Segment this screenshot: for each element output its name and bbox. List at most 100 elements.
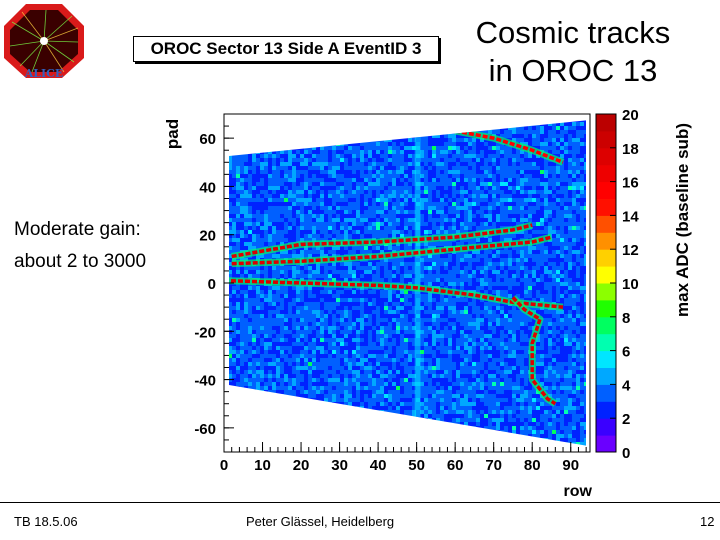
heatmap-cell: [324, 238, 328, 242]
heatmap-cell: [320, 270, 324, 274]
heatmap-cell: [428, 350, 432, 354]
heatmap-cell: [360, 206, 364, 210]
heatmap-cell: [364, 334, 368, 338]
heatmap-cell: [312, 186, 316, 190]
heatmap-cell: [336, 338, 340, 342]
heatmap-cell: [380, 338, 384, 342]
heatmap-cell: [432, 370, 436, 374]
heatmap-cell: [316, 378, 320, 382]
heatmap-cell: [452, 338, 456, 342]
heatmap-cell: [420, 258, 424, 262]
heatmap-cell: [292, 190, 296, 194]
heatmap-cell: [260, 330, 264, 334]
heatmap-cell: [372, 378, 376, 382]
heatmap-cell: [428, 146, 432, 150]
heatmap-cell: [452, 334, 456, 338]
heatmap-cell: [260, 206, 264, 210]
heatmap-cell: [229, 218, 232, 222]
heatmap-cell: [356, 318, 360, 322]
heatmap-cell: [288, 238, 292, 242]
heatmap-cell: [352, 362, 356, 366]
heatmap-cell: [388, 190, 392, 194]
heatmap-cell: [236, 350, 240, 354]
heatmap-cell: [304, 270, 308, 274]
heatmap-cell: [236, 342, 240, 346]
heatmap-cell: [232, 382, 236, 386]
heatmap-cell: [284, 154, 288, 158]
heatmap-cell: [248, 162, 252, 166]
heatmap-cell: [276, 158, 280, 162]
heatmap-cell: [452, 230, 456, 234]
heatmap-cell: [256, 162, 260, 166]
heatmap-cell: [332, 234, 336, 238]
heatmap-cell: [296, 178, 300, 182]
heatmap-cell: [340, 382, 344, 386]
heatmap-cell: [244, 198, 248, 202]
heatmap-cell: [352, 182, 356, 186]
heatmap-cell: [344, 342, 348, 346]
heatmap-cell: [428, 210, 432, 214]
heatmap-cell: [229, 310, 232, 314]
heatmap-cell: [380, 162, 384, 166]
heatmap-cell: [368, 222, 372, 226]
heatmap-cell: [280, 334, 284, 338]
heatmap-cell: [276, 206, 280, 210]
heatmap-cell: [396, 314, 400, 318]
heatmap-cell: [300, 394, 304, 398]
heatmap-cell: [396, 146, 400, 150]
heatmap-cell: [256, 154, 260, 158]
heatmap-cell: [248, 242, 252, 246]
heatmap-cell: [332, 266, 336, 270]
heatmap-cell: [332, 286, 336, 290]
heatmap-cell: [380, 294, 384, 298]
heatmap-cell: [332, 170, 336, 174]
heatmap-cell: [436, 342, 440, 346]
heatmap-cell: [372, 342, 376, 346]
heatmap-cell: [264, 162, 268, 166]
heatmap-cell: [320, 250, 324, 254]
heatmap-cell: [320, 326, 324, 330]
heatmap-cell: [248, 286, 252, 290]
heatmap-cell: [268, 230, 272, 234]
heatmap-cell: [280, 242, 284, 246]
heatmap-cell: [240, 370, 244, 374]
heatmap-cell: [320, 274, 324, 278]
heatmap-cell: [292, 202, 296, 206]
heatmap-cell: [384, 342, 388, 346]
heatmap-cell: [352, 246, 356, 250]
heatmap-cell: [420, 262, 424, 266]
heatmap-cell: [248, 270, 252, 274]
heatmap-cell: [356, 338, 360, 342]
heatmap-cell: [452, 146, 456, 150]
heatmap-cell: [424, 414, 428, 418]
heatmap-cell: [444, 414, 448, 418]
heatmap-cell: [452, 222, 456, 226]
heatmap-cell: [312, 346, 316, 350]
heatmap-cell: [372, 370, 376, 374]
heatmap-cell: [336, 206, 340, 210]
heatmap-cell: [392, 174, 396, 178]
heatmap-cell: [340, 274, 344, 278]
heatmap-cell: [284, 362, 288, 366]
heatmap-cell: [324, 230, 328, 234]
heatmap-cell: [332, 174, 336, 178]
heatmap-cell: [312, 342, 316, 346]
heatmap-cell: [408, 362, 412, 366]
heatmap-cell: [424, 146, 428, 150]
heatmap-cell: [364, 362, 368, 366]
heatmap-cell: [440, 226, 444, 230]
heatmap-cell: [364, 354, 368, 358]
heatmap-cell: [300, 190, 304, 194]
heatmap-cell: [352, 294, 356, 298]
heatmap-cell: [324, 290, 328, 294]
heatmap-cell: [292, 342, 296, 346]
heatmap-cell: [384, 390, 388, 394]
heatmap-cell: [420, 242, 424, 246]
heatmap-cell: [400, 358, 404, 362]
heatmap-cell: [348, 314, 352, 318]
heatmap-cell: [424, 214, 428, 218]
heatmap-cell: [229, 214, 232, 218]
heatmap-cell: [300, 274, 304, 278]
heatmap-cell: [372, 278, 376, 282]
heatmap-cell: [412, 298, 416, 302]
